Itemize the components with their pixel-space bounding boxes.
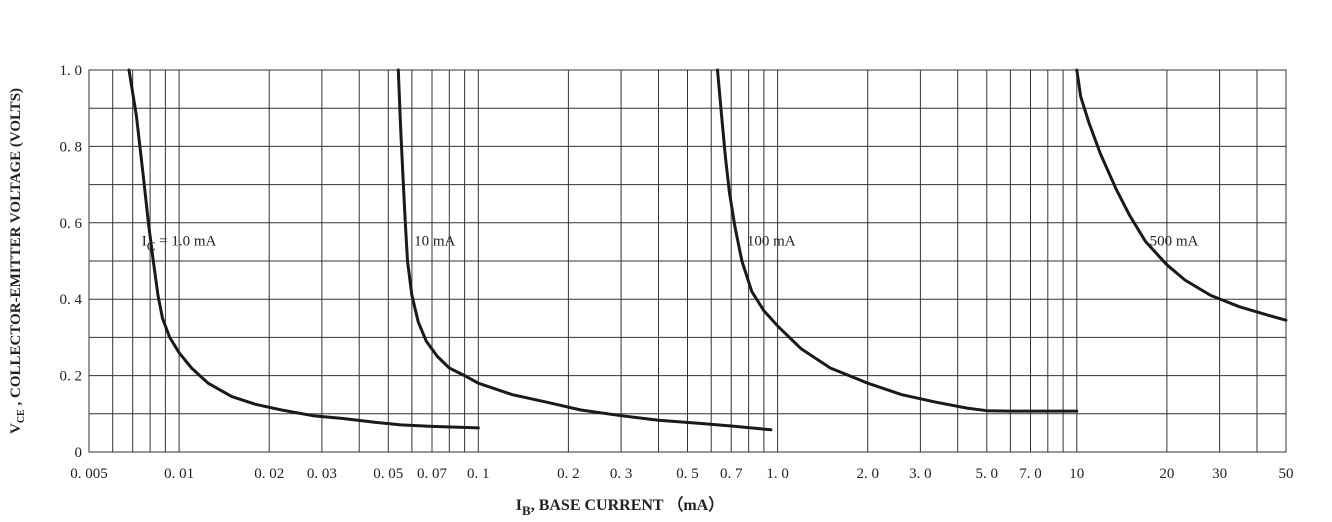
x-tick-label: 0. 2 — [557, 466, 580, 482]
x-tick-label: 0. 3 — [610, 466, 633, 482]
x-tick-label: 0. 1 — [467, 466, 490, 482]
curves — [127, 68, 1288, 432]
x-tick-label: 30 — [1212, 466, 1227, 482]
x-axis-label: IB, BASE CURRENT （mA） — [516, 496, 724, 518]
series-curve-4 — [1075, 68, 1288, 322]
x-tick-label: 20 — [1159, 466, 1174, 482]
x-tick-label: 0. 5 — [676, 466, 699, 482]
y-tick-label: 0. 4 — [60, 292, 83, 308]
x-tick-label: 1. 0 — [766, 466, 789, 482]
plot-frame — [88, 69, 1287, 453]
series-label-1: IC = 1.0 mA — [142, 234, 217, 254]
x-tick-label: 0. 02 — [254, 466, 284, 482]
series-curve-3 — [716, 68, 1079, 413]
x-tick-label: 0. 07 — [417, 466, 448, 482]
tick-labels: 0. 005 0. 01 0. 02 0. 03 0. 05 0. 07 0. 1 0. 2 0… — [60, 63, 1294, 482]
series-label-3: 100 mA — [747, 234, 796, 250]
y-tick-label: 1. 0 — [60, 63, 83, 79]
x-tick-label: 5. 0 — [976, 466, 999, 482]
x-tick-label: 3. 0 — [909, 466, 932, 482]
x-tick-label: 10 — [1069, 466, 1084, 482]
y-tick-label: 0. 6 — [60, 216, 83, 232]
curve-labels: IC = 1.0 mA 10 mA 100 mA 500 mA — [142, 234, 1199, 254]
y-tick-label: 0. 8 — [60, 139, 83, 155]
x-tick-label: 7. 0 — [1019, 466, 1042, 482]
x-tick-label: 0. 03 — [307, 466, 337, 482]
x-tick-label: 0. 7 — [720, 466, 743, 482]
series-label-2: 10 mA — [414, 234, 455, 250]
series-curve-1 — [127, 68, 480, 430]
grid — [88, 69, 1287, 453]
y-tick-label: 0 — [75, 445, 83, 461]
x-tick-label: 0. 05 — [373, 466, 403, 482]
x-tick-label: 0. 005 — [70, 466, 108, 482]
x-tick-label: 0. 01 — [164, 466, 194, 482]
y-tick-label: 0. 2 — [60, 369, 83, 385]
y-axis-label: VCE , COLLECTOR-EMITTER VOLTAGE (VOLTS) — [8, 88, 27, 434]
series-label-4: 500 mA — [1150, 234, 1199, 250]
series-curve-2 — [396, 68, 773, 432]
x-tick-label: 2. 0 — [856, 466, 879, 482]
x-tick-label: 50 — [1279, 466, 1294, 482]
